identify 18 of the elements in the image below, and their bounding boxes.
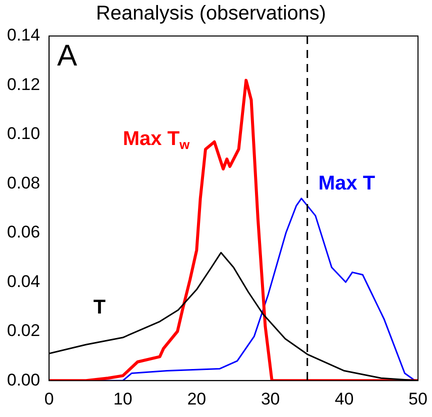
x-tick-label: 20 (187, 389, 206, 408)
series-label: Max T (318, 172, 376, 195)
x-tick-label: 10 (113, 389, 132, 408)
x-tick-label: 30 (260, 389, 280, 408)
y-tick-label: 0.00 (6, 370, 40, 390)
x-tick-label: 0 (44, 389, 54, 408)
y-tick-label: 0.10 (6, 124, 40, 144)
y-tick-label: 0.02 (6, 321, 40, 340)
chart-title: Reanalysis (observations) (96, 2, 326, 25)
y-tick-label: 0.14 (6, 26, 40, 45)
annotation: A (57, 39, 78, 72)
series-label: T (93, 296, 106, 319)
y-tick-label: 0.06 (6, 222, 40, 242)
x-tick-label: 40 (334, 389, 354, 408)
y-tick-label: 0.08 (6, 173, 40, 192)
y-tick-label: 0.12 (6, 74, 40, 94)
x-tick-label: 50 (408, 389, 428, 408)
y-tick-label: 0.04 (6, 272, 40, 291)
